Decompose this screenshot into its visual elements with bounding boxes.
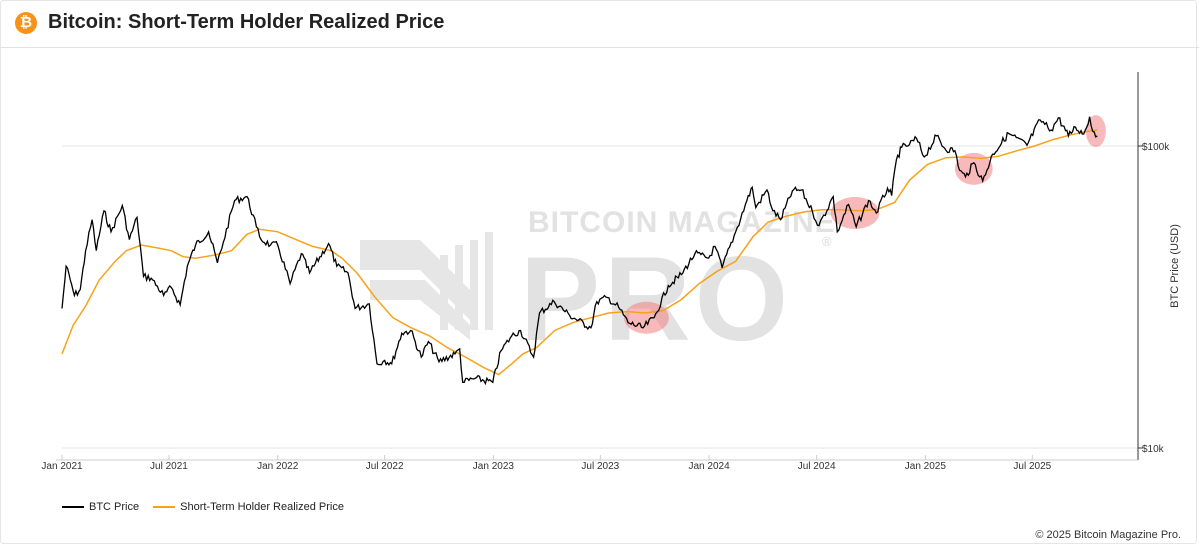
x-tick-label: Jul 2023: [581, 461, 619, 472]
chart-header: ₿ Bitcoin: Short-Term Holder Realized Pr…: [0, 0, 1199, 48]
x-tick-label: Jan 2023: [473, 461, 515, 472]
chart-title: Bitcoin: Short-Term Holder Realized Pric…: [48, 11, 445, 33]
y-tick-label-10k: $10k: [1142, 444, 1165, 455]
legend-item-sth-realized-price[interactable]: Short-Term Holder Realized Price: [153, 501, 344, 513]
legend-swatch-sth-realized-price: [153, 506, 176, 508]
x-tick-label: Jan 2025: [905, 461, 947, 472]
x-tick-label: Jul 2025: [1013, 461, 1051, 472]
x-tick-label: Jul 2022: [366, 461, 404, 472]
y-axis-title: BTC Price (USD): [1169, 224, 1181, 308]
series-line-sth-realized-price: [61, 129, 1098, 376]
x-tick-label: Jan 2024: [688, 461, 730, 472]
watermark: BITCOIN MAGAZINE PRO ®: [360, 206, 835, 366]
y-tick-label-100k: $100k: [1142, 142, 1170, 153]
legend: BTC Price Short-Term Holder Realized Pri…: [62, 500, 358, 514]
x-tick-label: Jan 2022: [257, 461, 299, 472]
watermark-logo-icon: [360, 232, 493, 340]
copyright-text: © 2025 Bitcoin Magazine Pro.: [1035, 529, 1181, 541]
legend-item-btc-price[interactable]: BTC Price: [62, 501, 139, 513]
legend-swatch-btc-price: [62, 506, 84, 508]
watermark-registered: ®: [822, 234, 832, 249]
bitcoin-icon: ₿: [15, 12, 37, 34]
x-axis-ticks: Jan 2021 Jul 2021 Jan 2022 Jul 2022 Jan 2023…: [41, 455, 1052, 472]
watermark-line2: PRO: [520, 232, 792, 366]
legend-label-btc-price: BTC Price: [89, 501, 140, 513]
x-tick-label: Jul 2024: [798, 461, 836, 472]
series-line-btc-price: [61, 116, 1098, 386]
x-tick-label: Jan 2021: [41, 461, 83, 472]
x-tick-label: Jul 2021: [150, 461, 188, 472]
legend-label-sth-realized-price: Short-Term Holder Realized Price: [180, 501, 344, 513]
highlight-ellipse-1: [623, 301, 669, 334]
